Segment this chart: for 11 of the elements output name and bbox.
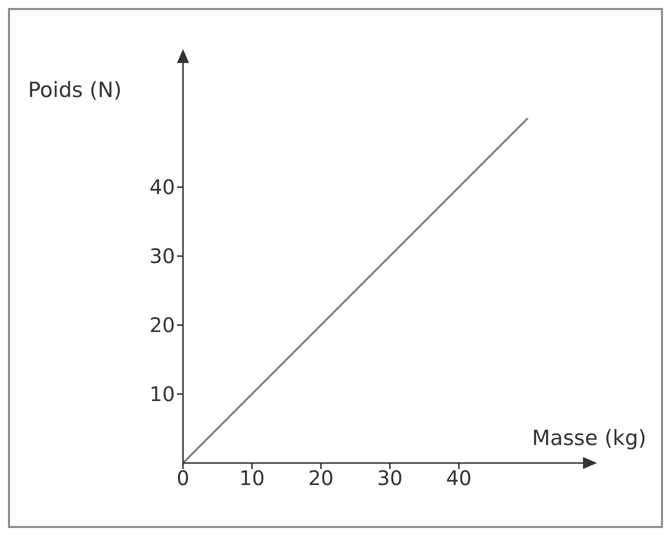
y-tick-label: 10 [150, 382, 175, 406]
y-axis-title: Poids (N) [28, 78, 122, 102]
x-tick-label: 40 [446, 466, 472, 490]
y-tick-label: 20 [150, 313, 175, 338]
y-tick-label: 40 [150, 175, 175, 200]
x-tick-label: 20 [308, 466, 334, 490]
y-tick-label: 30 [150, 244, 175, 268]
x-tick-label: 30 [377, 466, 403, 490]
x-axis-title: Masse (kg) [532, 426, 646, 450]
x-tick-label: 0 [176, 466, 190, 490]
x-tick-label: 10 [239, 466, 265, 490]
